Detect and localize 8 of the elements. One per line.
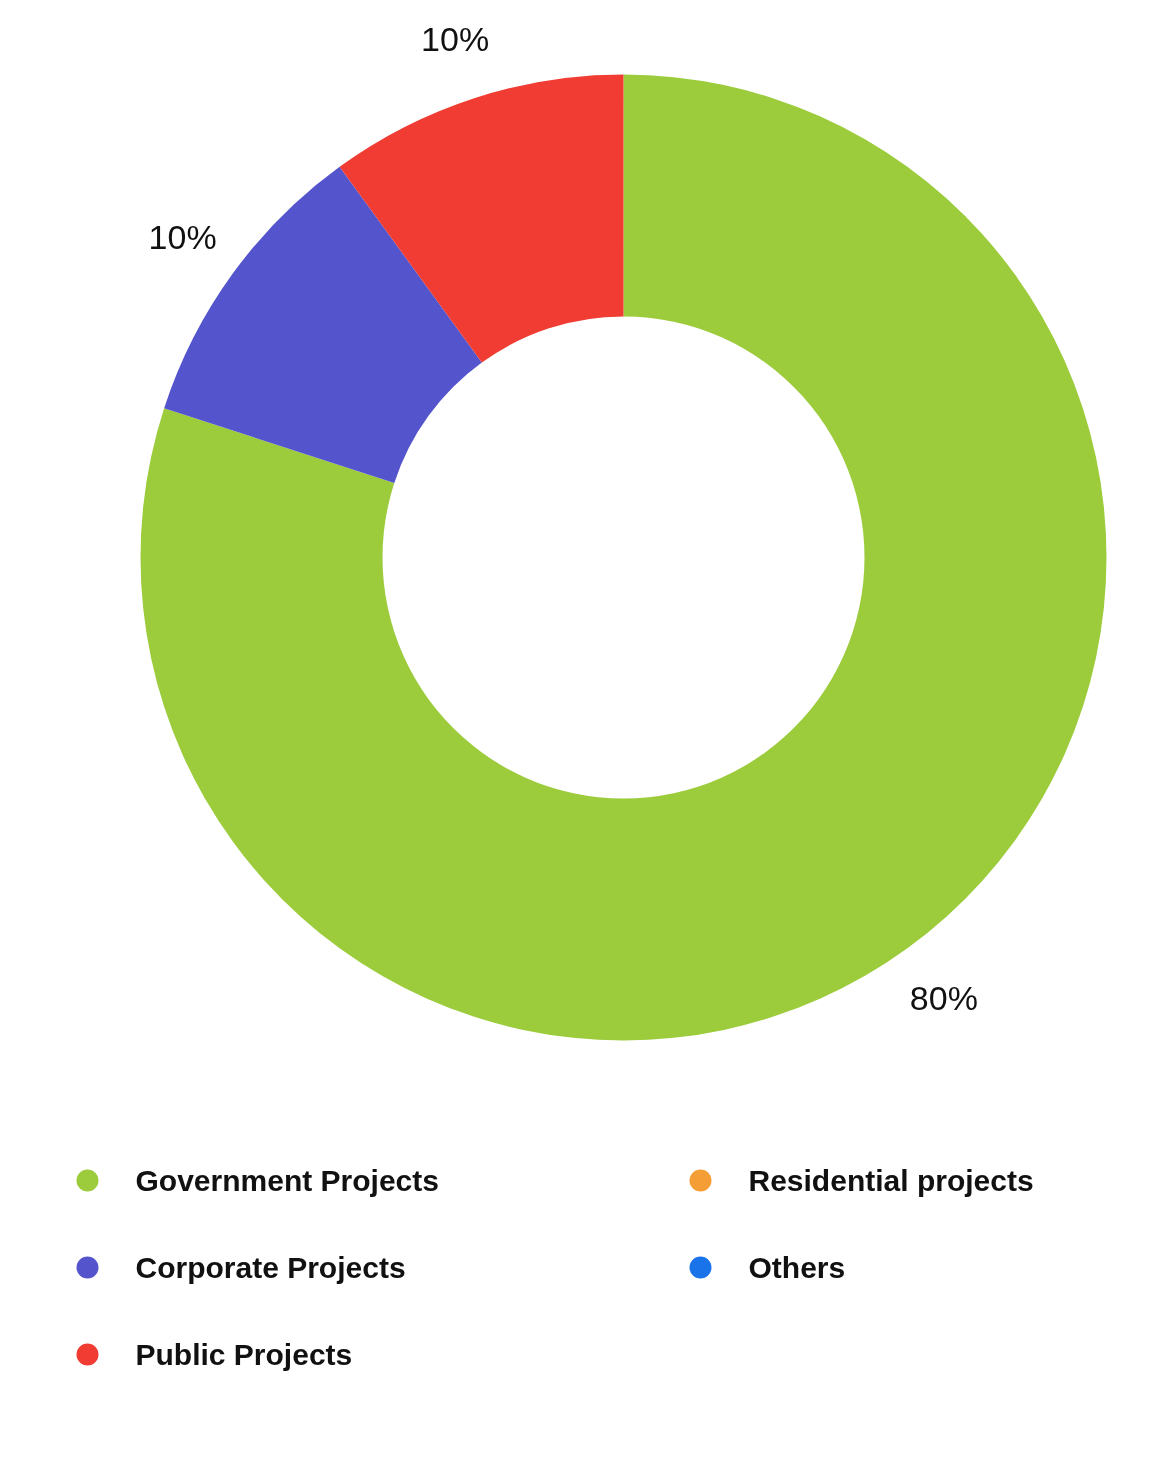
legend-label: Corporate Projects bbox=[135, 1251, 406, 1284]
data-label: 80% bbox=[909, 979, 978, 1018]
legend-label: Others bbox=[748, 1251, 846, 1284]
data-label: 10% bbox=[148, 218, 217, 257]
data-label: 10% bbox=[421, 20, 490, 59]
legend-label: Public Projects bbox=[135, 1338, 353, 1371]
legend-label: Residential projects bbox=[748, 1164, 1034, 1197]
legend-label: Government Projects bbox=[135, 1164, 439, 1197]
